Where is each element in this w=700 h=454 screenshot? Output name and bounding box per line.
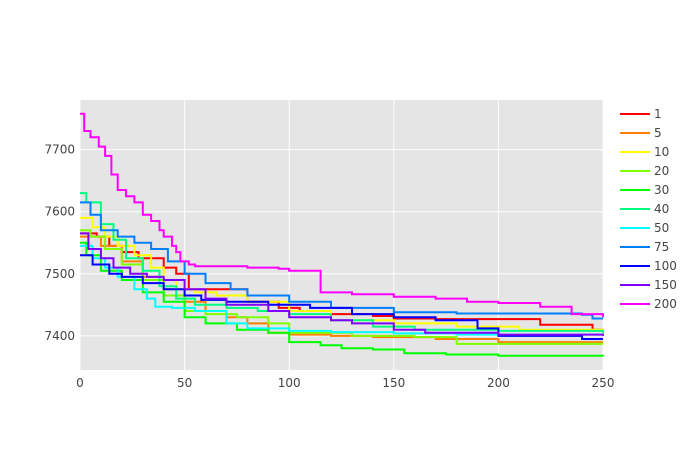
series-line-20[interactable]	[80, 229, 603, 345]
legend-item-30[interactable]: 30	[620, 183, 669, 197]
legend-item-150[interactable]: 150	[620, 278, 677, 292]
legend-label: 40	[654, 202, 669, 216]
legend-label: 10	[654, 145, 669, 159]
series-line-200[interactable]	[80, 112, 604, 318]
legend-label: 50	[654, 221, 669, 235]
legend-label: 200	[654, 297, 677, 311]
legend-label: 75	[654, 240, 669, 254]
legend-item-50[interactable]: 50	[620, 221, 669, 235]
legend-label: 30	[654, 183, 669, 197]
x-tick-label: 150	[382, 376, 405, 390]
y-tick-label: 7700	[44, 143, 75, 157]
legend-item-200[interactable]: 200	[620, 297, 677, 311]
legend-item-1[interactable]: 1	[620, 107, 662, 121]
x-tick-label: 50	[177, 376, 192, 390]
y-axis-ticks: 7400 7500 7600 7700	[44, 143, 75, 343]
series-layer	[80, 112, 604, 357]
y-tick-label: 7400	[44, 329, 75, 343]
legend-item-20[interactable]: 20	[620, 164, 669, 178]
y-tick-label: 7500	[44, 267, 75, 281]
legend-item-10[interactable]: 10	[620, 145, 669, 159]
legend-item-100[interactable]: 100	[620, 259, 677, 273]
series-line-150[interactable]	[80, 232, 604, 336]
legend-label: 5	[654, 126, 662, 140]
legend-item-75[interactable]: 75	[620, 240, 669, 254]
series-line-100[interactable]	[80, 254, 603, 340]
legend-label: 20	[654, 164, 669, 178]
legend-label: 100	[654, 259, 677, 273]
x-tick-label: 100	[278, 376, 301, 390]
x-tick-label: 200	[487, 376, 510, 390]
legend-label: 150	[654, 278, 677, 292]
y-tick-label: 7600	[44, 205, 75, 219]
plot-background	[80, 100, 603, 370]
x-axis-ticks: 0 50 100 150 200 250	[76, 376, 614, 390]
x-tick-label: 0	[76, 376, 84, 390]
x-tick-label: 250	[592, 376, 615, 390]
legend-item-40[interactable]: 40	[620, 202, 669, 216]
legend-label: 1	[654, 107, 662, 121]
legend-item-5[interactable]: 5	[620, 126, 662, 140]
series-line-75[interactable]	[80, 201, 603, 320]
legend[interactable]: 1 5 10 20 30 40 50 75 100 150 200	[620, 107, 677, 311]
